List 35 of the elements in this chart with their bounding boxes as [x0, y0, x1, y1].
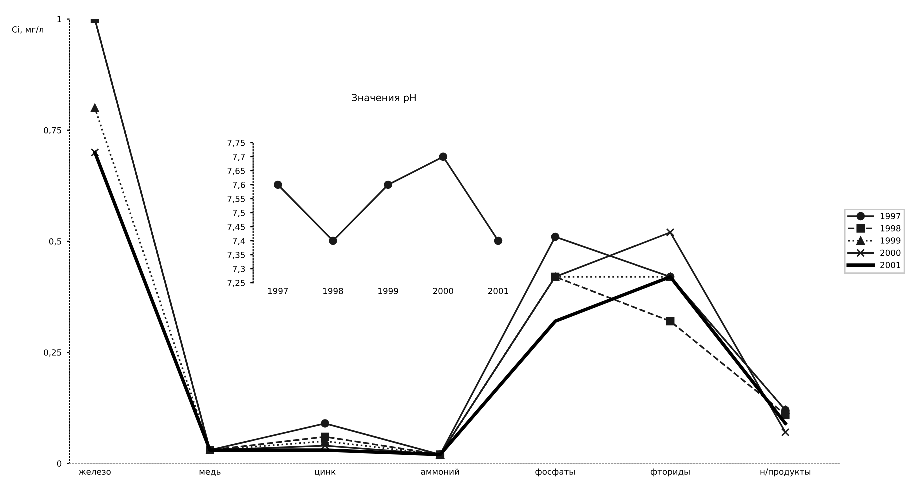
y-tick-label: 7,65 [228, 168, 245, 176]
y-tick-label: 7,55 [228, 196, 245, 204]
y-axis-title: Ci, мг/л [12, 26, 44, 34]
x-tick-label: 1999 [378, 288, 398, 294]
x-tick-label: железо [79, 470, 111, 475]
y-tick-label: 1 [58, 16, 62, 22]
x-tick-label: н/продукты [760, 468, 811, 477]
legend-label: 1998 [880, 225, 901, 232]
y-tick-label: 7,3 [233, 266, 246, 274]
x-tick-label: медь [200, 470, 221, 476]
x-tick-label: цинк [315, 470, 336, 476]
legend-label: 1999 [880, 238, 901, 244]
y-tick-label: 7,7 [233, 154, 246, 162]
y-tick-label: 0,5 [49, 238, 62, 246]
y-tick-label: 0,25 [44, 350, 62, 357]
y-tick-label: 7,75 [228, 140, 245, 148]
legend-label: 1997 [880, 213, 901, 220]
x-tick-label: 1998 [324, 288, 344, 294]
y-tick-label: 7,35 [228, 252, 245, 260]
chart-title: Значения pH [352, 94, 416, 104]
y-tick-label: 7,45 [228, 224, 245, 232]
x-tick-label: фосфаты [536, 468, 575, 477]
x-tick-label: 1997 [268, 288, 288, 294]
legend-label: 2001 [880, 262, 900, 268]
x-tick-label: 2001 [488, 288, 508, 294]
y-tick-label: 7,25 [228, 280, 245, 288]
legend-label: 2000 [880, 250, 901, 256]
y-tick-label: 0 [57, 460, 62, 467]
y-tick-label: 7,4 [233, 238, 246, 246]
y-tick-label: 0,75 [44, 127, 62, 135]
x-tick-label: 2000 [433, 288, 454, 294]
y-tick-label: 7,6 [233, 182, 246, 190]
x-tick-label: аммоний [421, 468, 460, 475]
x-tick-label: фториды [650, 468, 690, 477]
y-tick-label: 7,5 [233, 210, 245, 218]
